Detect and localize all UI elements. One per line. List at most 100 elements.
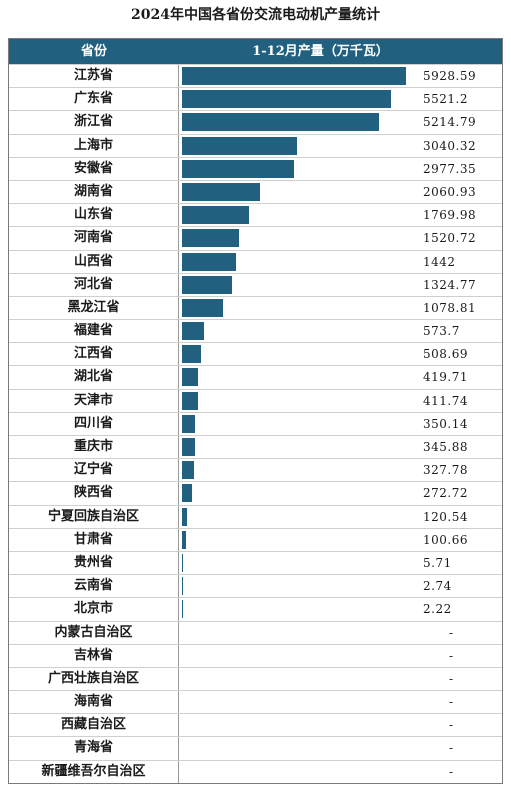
province-label: 陕西省 bbox=[9, 482, 179, 505]
table-row: 重庆市 345.88 bbox=[9, 435, 502, 459]
value-label: 2.22 bbox=[423, 602, 452, 617]
table-row: 北京市 2.22 bbox=[9, 597, 502, 621]
province-label: 福建省 bbox=[9, 320, 179, 343]
table-row: 云南省 2.74 bbox=[9, 574, 502, 598]
value-label: 1324.77 bbox=[423, 277, 477, 292]
table-row: 陕西省 272.72 bbox=[9, 481, 502, 505]
table-row: 黑龙江省 1078.81 bbox=[9, 295, 502, 320]
province-label: 上海市 bbox=[9, 134, 179, 157]
province-label: 山东省 bbox=[9, 204, 179, 227]
value-label: - bbox=[449, 741, 454, 756]
table-body: 江苏省 5928.59 广东省 5521.2 浙江省 5214.79 上海市 3040.32 安… bbox=[9, 64, 502, 783]
province-label: 内蒙古自治区 bbox=[9, 621, 179, 644]
province-label: 宁夏回族自治区 bbox=[9, 505, 179, 528]
province-label: 四川省 bbox=[9, 412, 179, 435]
table-row: 宁夏回族自治区 120.54 bbox=[9, 504, 502, 528]
table-row: 甘肃省 100.66 bbox=[9, 527, 502, 551]
value-bar bbox=[182, 113, 380, 132]
value-bar bbox=[182, 159, 295, 178]
value-label: 350.14 bbox=[423, 416, 468, 431]
value-bar bbox=[182, 461, 195, 480]
value-label: 1520.72 bbox=[423, 231, 477, 246]
value-bar bbox=[182, 252, 237, 271]
province-label: 新疆维吾尔自治区 bbox=[9, 760, 179, 783]
value-label: - bbox=[449, 648, 454, 663]
province-label: 甘肃省 bbox=[9, 528, 179, 551]
value-label: 1078.81 bbox=[423, 300, 477, 315]
value-bar bbox=[182, 484, 193, 503]
value-bar bbox=[182, 345, 202, 364]
province-label: 河南省 bbox=[9, 227, 179, 250]
table-row: 青海省 - bbox=[9, 736, 502, 760]
value-bar bbox=[182, 229, 240, 248]
value-label: 100.66 bbox=[423, 532, 468, 547]
value-bar bbox=[182, 275, 233, 294]
table-row: 西藏自治区 - bbox=[9, 713, 502, 737]
value-label: 1769.98 bbox=[423, 208, 477, 223]
province-label: 广东省 bbox=[9, 88, 179, 111]
value-label: 327.78 bbox=[423, 463, 468, 478]
value-bar bbox=[182, 136, 297, 155]
province-label: 江西省 bbox=[9, 343, 179, 366]
province-label: 黑龙江省 bbox=[9, 296, 179, 320]
value-label: 508.69 bbox=[423, 347, 468, 362]
province-label: 江苏省 bbox=[9, 65, 179, 88]
province-label: 广西壮族自治区 bbox=[9, 667, 179, 691]
table-row: 上海市 3040.32 bbox=[9, 133, 502, 157]
table-row: 江西省 508.69 bbox=[9, 342, 502, 366]
table-row: 内蒙古自治区 - bbox=[9, 620, 502, 644]
data-table: 省份 1-12月产量（万千瓦） 江苏省 5928.59 广东省 5521.2 浙江省 52… bbox=[8, 38, 503, 784]
value-label: - bbox=[449, 671, 454, 686]
table-row: 福建省 573.7 bbox=[9, 319, 502, 343]
table-row: 浙江省 5214.79 bbox=[9, 110, 502, 134]
value-bar bbox=[182, 206, 249, 225]
value-label: 345.88 bbox=[423, 440, 468, 454]
table-row: 江苏省 5928.59 bbox=[9, 64, 502, 88]
value-bar bbox=[182, 530, 186, 549]
province-label: 天津市 bbox=[9, 389, 179, 412]
table-row: 河南省 1520.72 bbox=[9, 226, 502, 250]
value-label: 5214.79 bbox=[423, 115, 477, 130]
value-label: 272.72 bbox=[423, 486, 468, 501]
value-label: - bbox=[449, 625, 454, 640]
table-row: 辽宁省 327.78 bbox=[9, 458, 502, 482]
value-bar bbox=[182, 90, 391, 109]
province-label: 安徽省 bbox=[9, 157, 179, 180]
value-label: 419.71 bbox=[423, 370, 468, 385]
province-label: 青海省 bbox=[9, 737, 179, 760]
value-bar bbox=[182, 368, 198, 387]
value-label: - bbox=[449, 718, 454, 733]
province-label: 河北省 bbox=[9, 273, 179, 296]
province-label: 吉林省 bbox=[9, 644, 179, 667]
province-label: 湖北省 bbox=[9, 366, 179, 389]
value-label: 573.7 bbox=[423, 324, 460, 339]
value-label: 5521.2 bbox=[423, 92, 468, 107]
province-label: 山西省 bbox=[9, 250, 179, 273]
chart-title: 2024年中国各省份交流电动机产量统计 bbox=[131, 7, 380, 23]
table-row: 山西省 1442 bbox=[9, 249, 502, 273]
table-row: 吉林省 - bbox=[9, 643, 502, 667]
value-bar bbox=[182, 322, 204, 341]
table-row: 贵州省 5.71 bbox=[9, 550, 502, 575]
value-label: 3040.32 bbox=[423, 138, 477, 153]
value-label: 5.71 bbox=[423, 555, 452, 570]
table-row: 河北省 1324.77 bbox=[9, 272, 502, 296]
value-bar bbox=[182, 67, 406, 85]
value-bar bbox=[182, 391, 198, 410]
province-label: 辽宁省 bbox=[9, 459, 179, 482]
value-label: 2.74 bbox=[423, 579, 452, 594]
table-row: 海南省 - bbox=[9, 690, 502, 714]
value-label: - bbox=[449, 695, 454, 710]
province-label: 贵州省 bbox=[9, 551, 179, 575]
value-label: 2977.35 bbox=[423, 161, 477, 176]
table-row: 天津市 411.74 bbox=[9, 388, 502, 412]
value-bar bbox=[182, 438, 196, 456]
value-label: - bbox=[449, 764, 454, 779]
table-row: 湖北省 419.71 bbox=[9, 365, 502, 389]
header-value: 1-12月产量（万千瓦） bbox=[252, 44, 389, 59]
province-label: 云南省 bbox=[9, 575, 179, 598]
value-label: 5928.59 bbox=[423, 69, 477, 83]
table-row: 新疆维吾尔自治区 - bbox=[9, 759, 502, 783]
province-label: 海南省 bbox=[9, 691, 179, 714]
value-bar bbox=[182, 414, 196, 433]
